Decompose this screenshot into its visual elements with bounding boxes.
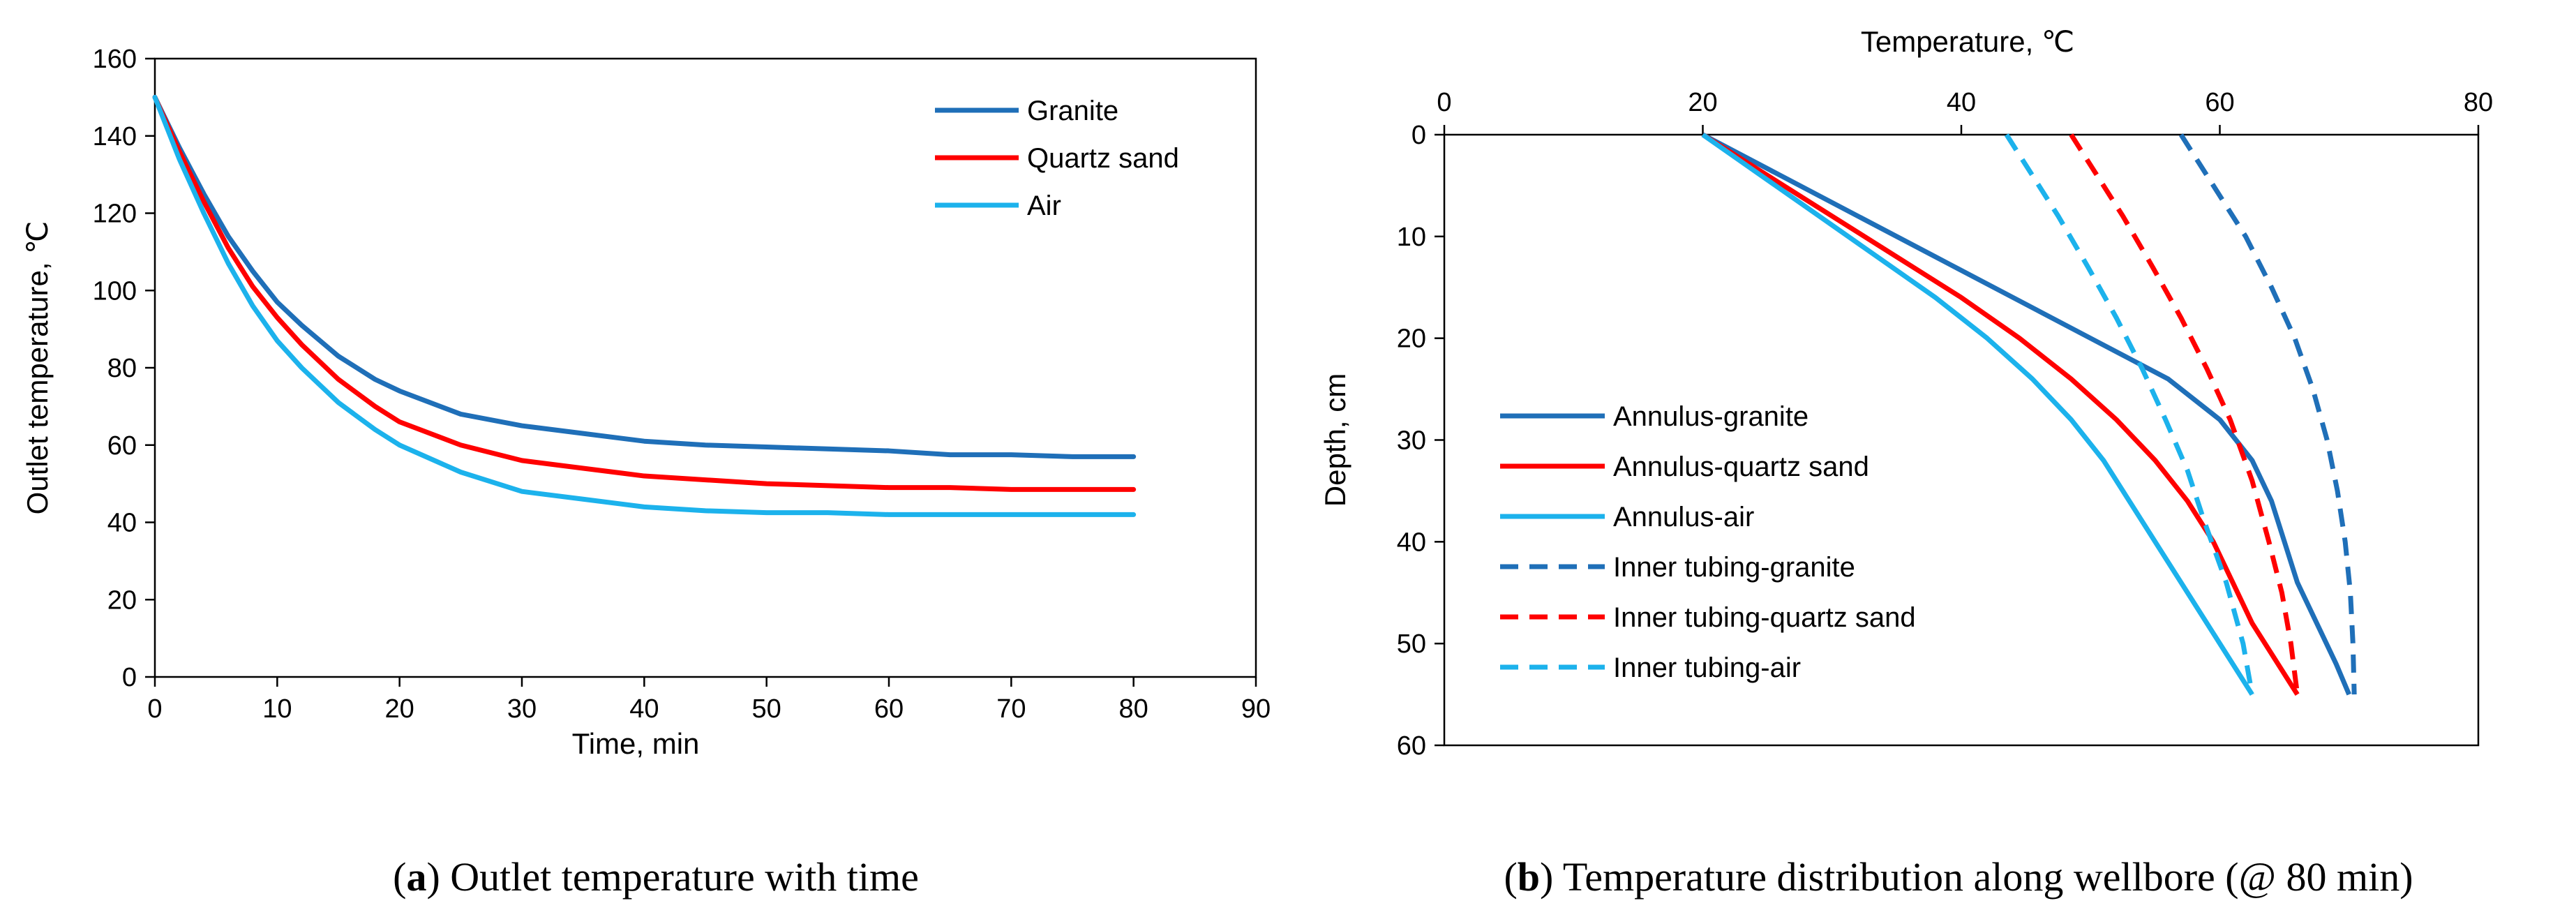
chart-b-y-tick-label: 60 [1397,731,1426,761]
caption-a: (a) Outlet temperature with time [393,854,919,900]
chart-b-x-tick-label: 40 [1947,88,1976,117]
chart-a-legend-label-1: Granite [1027,96,1118,126]
chart-a-series-line-2 [152,94,1137,492]
chart-a-x-tick-label: 90 [1241,694,1271,724]
chart-b-legend-label-6: Inner tubing-air [1613,653,1801,683]
chart-a-x-tick-label: 70 [996,694,1026,724]
chart-a-y-tick-label: 160 [93,45,137,74]
chart-a-x-tick-label: 20 [385,694,414,724]
chart-a-y-tick-label: 0 [122,663,137,692]
chart-a-x-axis-label: Time, min [572,727,700,760]
chart-b-y-tick-label: 20 [1397,325,1426,354]
chart-a-x-tick-label: 60 [874,694,904,724]
chart-b-x-axis-label: Temperature, ℃ [1861,25,2074,58]
chart-b-legend-label-4: Inner tubing-granite [1613,552,1855,583]
chart-a-y-tick-label: 100 [93,276,137,306]
caption-a-letter: a [406,854,426,900]
chart-b-series-line-6 [2004,133,2255,695]
chart-b-y-tick-label: 50 [1397,629,1426,659]
chart-a-y-tick-label: 20 [107,586,137,615]
chart-b-series-line-2 [1701,133,2300,696]
chart-b-plot-frame [1443,133,2480,747]
chart-a-series-line-3 [152,94,1137,517]
chart-b-legend-label-1: Annulus-granite [1613,401,1809,432]
chart-a-x-tick-label: 10 [262,694,292,724]
chart-b-series-line-1 [1701,132,2351,696]
chart-b-series-line-3 [1701,133,2254,696]
caption-b-letter: b [1518,854,1540,900]
chart-a-legend-label-3: Air [1027,191,1061,221]
chart-a-legend-label-2: Quartz sand [1027,143,1179,174]
caption-b: (b) Temperature distribution along wellb… [1504,854,2413,900]
chart-a-x-tick-label: 50 [752,694,781,724]
chart-a-x-tick-label: 30 [507,694,537,724]
chart-b-series-line-5 [2069,133,2300,695]
chart-a-outlet-temperature: 0 10 20 30 40 50 60 70 80 90 0 20 40 60 80 100 120 140 160… [21,45,1271,760]
chart-a-y-axis-label: Outlet temperature, ℃ [21,221,54,515]
chart-b-series-line-4 [2178,133,2357,695]
chart-a-y-tick-label: 80 [107,354,137,383]
chart-a-y-tick-label: 60 [107,431,137,461]
chart-b-legend-label-3: Annulus-air [1613,502,1754,532]
chart-b-x-tick-label: 60 [2205,88,2234,117]
chart-b-x-tick-label: 80 [2464,88,2493,117]
chart-a-y-tick-label: 140 [93,122,137,151]
chart-a-x-tick-label: 40 [629,694,659,724]
chart-a-y-tick-label: 40 [107,509,137,538]
chart-a-y-tick-label: 120 [93,200,137,229]
chart-b-legend-label-2: Annulus-quartz sand [1613,452,1869,482]
chart-a-series-line-1 [152,94,1137,459]
chart-b-x-tick-label: 0 [1437,88,1451,117]
chart-a-x-tick-label: 80 [1119,694,1148,724]
chart-b-y-tick-label: 30 [1397,426,1426,456]
chart-b-temperature-distribution: 0 20 40 60 80 0 10 20 30 40 50 60 Temperature, ℃ Dept… [1319,25,2493,761]
chart-b-legend-label-5: Inner tubing-quartz sand [1613,602,1916,633]
caption-a-text: Outlet temperature with time [440,854,919,900]
chart-b-y-axis-label: Depth, cm [1319,373,1351,507]
chart-a-x-tick-label: 0 [147,694,162,724]
caption-b-text: Temperature distribution along wellbore … [1553,854,2413,900]
chart-b-y-tick-label: 40 [1397,528,1426,557]
chart-b-y-tick-label: 0 [1411,121,1426,150]
chart-b-x-tick-label: 20 [1688,88,1717,117]
chart-b-y-tick-label: 10 [1397,223,1426,252]
